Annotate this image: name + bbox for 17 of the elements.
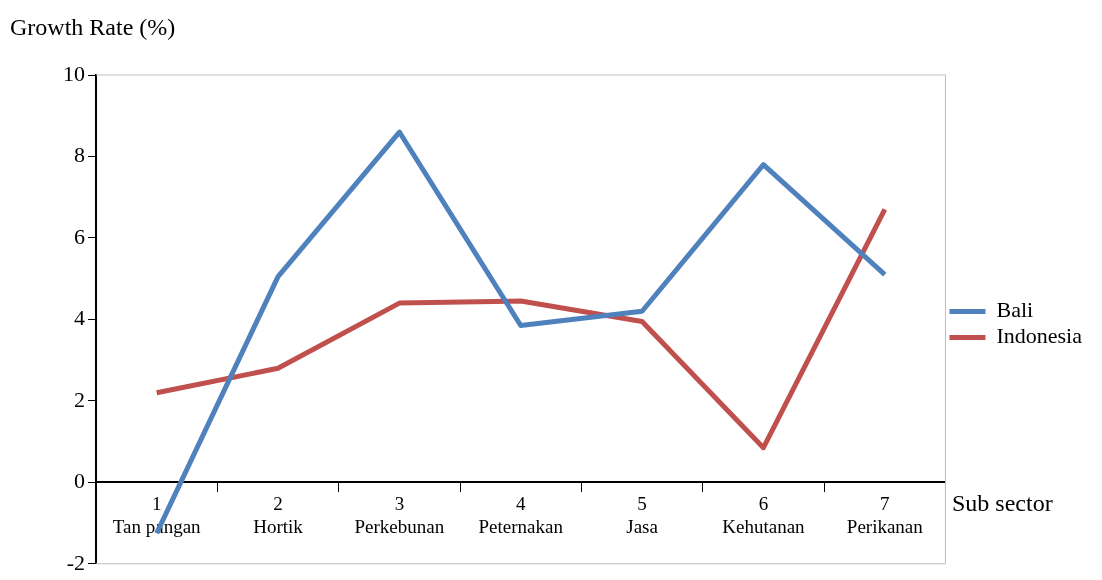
- x-tick-label: 2 Hortik: [253, 492, 304, 537]
- y-tick-label: 10: [63, 60, 85, 86]
- x-tick-label: 4 Peternakan: [478, 492, 564, 537]
- legend-label: Indonesia: [996, 323, 1083, 349]
- y-tick-label: 0: [74, 468, 85, 494]
- y-tick-label: -2: [66, 549, 85, 575]
- x-tick-label: 7 Perikanan: [846, 492, 924, 537]
- x-tick-label: 3 Perkebunan: [354, 492, 445, 537]
- x-axis-title: Sub sector: [952, 490, 1053, 517]
- legend-label: Bali: [996, 297, 1034, 323]
- y-tick-label: 6: [74, 223, 85, 249]
- x-tick-label: 5 Jasa: [626, 492, 659, 537]
- y-axis-title: Growth Rate (%): [10, 14, 176, 41]
- x-tick-label: 6 Kehutanan: [722, 492, 806, 537]
- y-tick-label: 4: [74, 305, 85, 331]
- y-tick-label: 8: [74, 142, 85, 168]
- y-tick-label: 2: [74, 386, 85, 412]
